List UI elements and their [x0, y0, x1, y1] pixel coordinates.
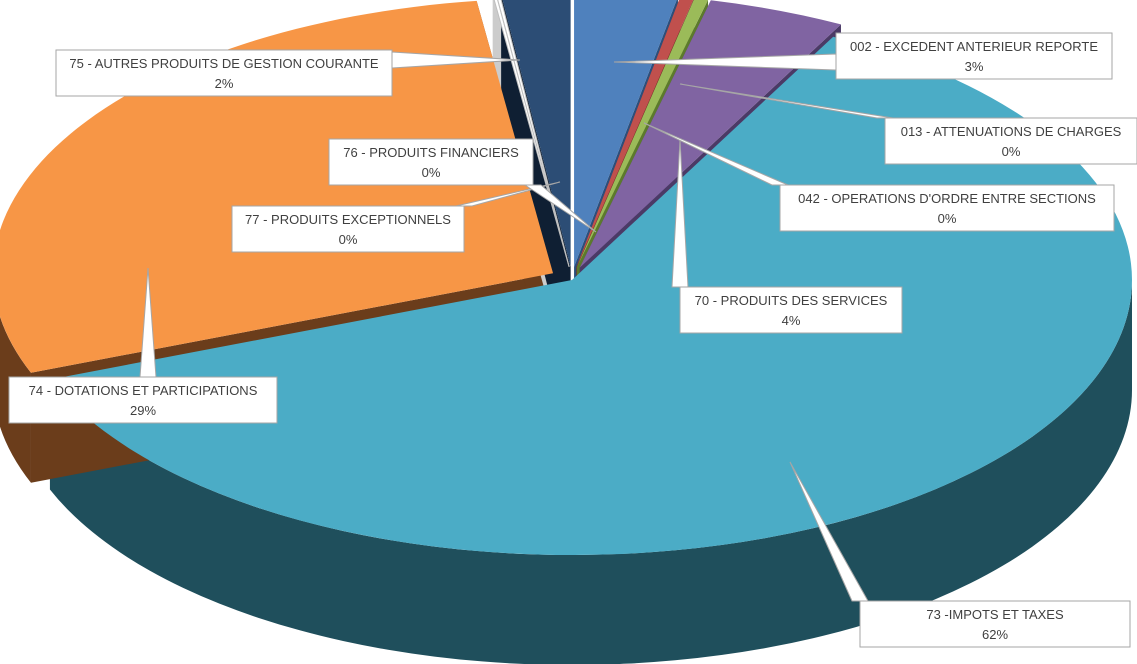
- label-box: [884, 117, 1137, 165]
- label-percent: 2%: [215, 76, 234, 91]
- label-percent: 0%: [1002, 144, 1021, 159]
- data-label-002-excedent-anterieur-reporte: 002 - EXCEDENT ANTERIEUR REPORTE 3%: [613, 32, 1113, 80]
- pie-labels: 002 - EXCEDENT ANTERIEUR REPORTE 3% 013 - …: [8, 32, 1137, 648]
- label-category: 013 - ATTENUATIONS DE CHARGES: [901, 124, 1122, 139]
- label-category: 74 - DOTATIONS ET PARTICIPATIONS: [29, 383, 258, 398]
- label-percent: 0%: [422, 165, 441, 180]
- data-label-042-operations-d-ordre-entre-sections: 042 - OPERATIONS D'ORDRE ENTRE SECTIONS 0…: [643, 122, 1115, 232]
- pie-side-73-impots-et-taxes: [49, 280, 1132, 664]
- label-box: [679, 286, 903, 334]
- label-box: [859, 600, 1131, 648]
- data-label-73-impots-et-taxes: 73 -IMPOTS ET TAXES 62%: [789, 461, 1131, 648]
- data-label-74-dotations-et-participations: 74 - DOTATIONS ET PARTICIPATIONS 29%: [8, 267, 278, 424]
- label-box: [328, 138, 534, 186]
- data-label-70-produits-des-services: 70 - PRODUITS DES SERVICES 4%: [671, 139, 903, 334]
- label-percent: 0%: [339, 232, 358, 247]
- data-label-013-attenuations-de-charges: 013 - ATTENUATIONS DE CHARGES 0%: [679, 83, 1137, 165]
- pie-slice-75-autres-produits-de-gestion-courante: [502, 0, 571, 267]
- label-percent: 62%: [982, 627, 1008, 642]
- label-box: [231, 205, 465, 253]
- label-box: [835, 32, 1113, 80]
- pie-slice-002-excedent-anterieur-reporte: [574, 0, 677, 267]
- data-label-77-produits-exceptionnels: 77 - PRODUITS EXCEPTIONNELS 0%: [231, 181, 561, 253]
- pie-tops: [0, 0, 1132, 555]
- label-category: 73 -IMPOTS ET TAXES: [926, 607, 1064, 622]
- label-percent: 0%: [938, 211, 957, 226]
- label-category: 77 - PRODUITS EXCEPTIONNELS: [245, 212, 451, 227]
- label-box: [8, 376, 278, 424]
- data-label-75-autres-produits-de-gestion-courante: 75 - AUTRES PRODUITS DE GESTION COURANTE…: [55, 49, 521, 97]
- label-category: 76 - PRODUITS FINANCIERS: [343, 145, 519, 160]
- pie-slice-77-produits-exceptionnels: [493, 0, 570, 268]
- label-box: [55, 49, 393, 97]
- label-percent: 3%: [965, 59, 984, 74]
- label-box: [779, 184, 1115, 232]
- label-percent: 4%: [782, 313, 801, 328]
- label-category: 75 - AUTRES PRODUITS DE GESTION COURANTE: [69, 56, 378, 71]
- data-label-76-produits-financiers: 76 - PRODUITS FINANCIERS 0%: [328, 138, 597, 233]
- label-category: 042 - OPERATIONS D'ORDRE ENTRE SECTIONS: [798, 191, 1096, 206]
- pie-slice-73-impots-et-taxes: [49, 36, 1132, 555]
- label-percent: 29%: [130, 403, 156, 418]
- label-category: 002 - EXCEDENT ANTERIEUR REPORTE: [850, 39, 1098, 54]
- label-category: 70 - PRODUITS DES SERVICES: [695, 293, 888, 308]
